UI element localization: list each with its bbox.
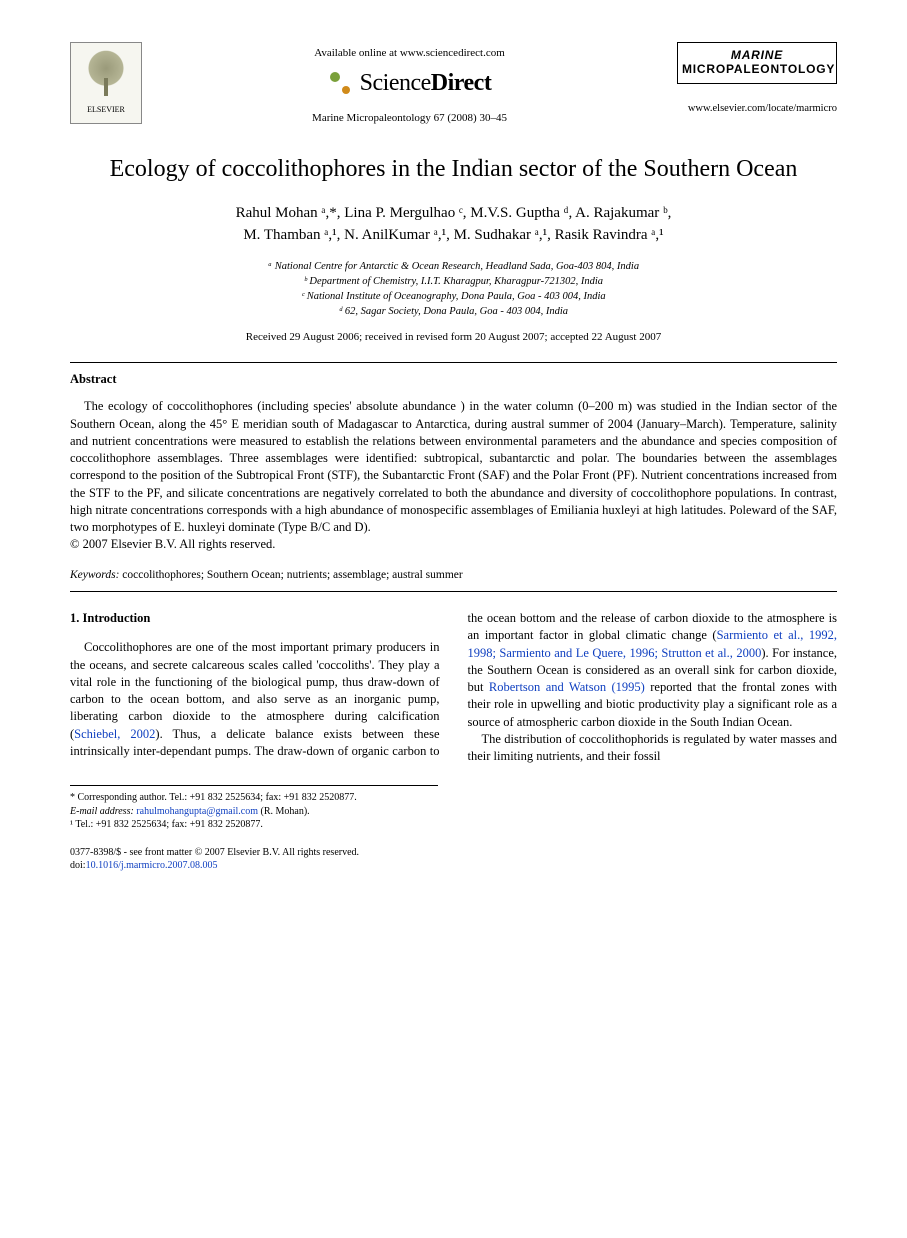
doi-line: doi:10.1016/j.marmicro.2007.08.005 [70,859,837,873]
sciencedirect-swirl-icon [328,70,354,96]
journal-brand-line2: MICROPALEONTOLOGY [682,63,832,77]
sciencedirect-wordmark: ScienceDirect [360,67,492,99]
elsevier-logo: ELSEVIER [70,42,142,124]
doi-label: doi: [70,860,86,871]
header-center: Available online at www.sciencedirect.co… [142,42,677,126]
rule-below-keywords [70,591,837,592]
affiliation-d: ᵈ 62, Sagar Society, Dona Paula, Goa - 4… [70,304,837,319]
article-body: 1. Introduction Coccolithophores are one… [70,610,837,765]
affiliation-a: ᵃ National Centre for Antarctic & Ocean … [70,259,837,274]
abstract-heading: Abstract [70,371,837,388]
journal-reference: Marine Micropaleontology 67 (2008) 30–45 [142,111,677,126]
author-list: Rahul Mohan ᵃ,*, Lina P. Mergulhao ᶜ, M.… [70,203,837,247]
affiliation-c: ᶜ National Institute of Oceanography, Do… [70,289,837,304]
affiliation-b: ᵇ Department of Chemistry, I.I.T. Kharag… [70,274,837,289]
sd-word-1: Science [360,70,431,96]
abstract-body: The ecology of coccolithophores (includi… [70,398,837,553]
journal-brand-box: MARINE MICROPALEONTOLOGY [677,42,837,84]
sd-word-2: Direct [431,70,492,96]
elsevier-tree-icon [80,50,132,102]
keywords-text: coccolithophores; Southern Ocean; nutrie… [122,569,462,581]
citation-robertson-watson-1995[interactable]: Robertson and Watson (1995) [489,680,645,694]
abstract-text: The ecology of coccolithophores (includi… [70,398,837,536]
affiliations: ᵃ National Centre for Antarctic & Ocean … [70,259,837,320]
keywords-line: Keywords: coccolithophores; Southern Oce… [70,568,837,584]
paragraph-2: The distribution of coccolithophorids is… [468,731,838,766]
publisher-name: ELSEVIER [87,105,125,116]
corresponding-author: * Corresponding author. Tel.: +91 832 25… [70,791,438,805]
email-owner: (R. Mohan). [260,806,309,817]
article-dates: Received 29 August 2006; received in rev… [70,330,837,345]
para1-part-a: Coccolithophores are one of the most imp… [70,640,440,740]
doi-link[interactable]: 10.1016/j.marmicro.2007.08.005 [86,860,218,871]
journal-locator-url: www.elsevier.com/locate/marmicro [677,102,837,116]
section-1-heading: 1. Introduction [70,610,440,627]
header-right: MARINE MICROPALEONTOLOGY www.elsevier.co… [677,42,837,116]
issn-line: 0377-8398/$ - see front matter © 2007 El… [70,846,837,860]
authors-line2: M. Thamban ᵃ,¹, N. AnilKumar ᵃ,¹, M. Sud… [243,227,663,243]
journal-brand-line1: MARINE [682,49,832,63]
abstract-copyright: © 2007 Elsevier B.V. All rights reserved… [70,537,275,551]
keywords-label: Keywords: [70,569,119,581]
authors-line1: Rahul Mohan ᵃ,*, Lina P. Mergulhao ᶜ, M.… [236,205,672,221]
footnotes: * Corresponding author. Tel.: +91 832 25… [70,785,438,832]
author-email[interactable]: rahulmohangupta@gmail.com [136,806,258,817]
citation-schiebel-2002[interactable]: Schiebel, 2002 [74,727,155,741]
footer-metadata: 0377-8398/$ - see front matter © 2007 El… [70,846,837,873]
rule-above-abstract [70,362,837,363]
email-label: E-mail address: [70,806,134,817]
sciencedirect-logo: ScienceDirect [328,67,492,99]
page-header: ELSEVIER Available online at www.science… [70,42,837,126]
email-line: E-mail address: rahulmohangupta@gmail.co… [70,805,438,819]
article-title: Ecology of coccolithophores in the India… [70,154,837,185]
footnote-1: ¹ Tel.: +91 832 2525634; fax: +91 832 25… [70,818,438,832]
available-online-line: Available online at www.sciencedirect.co… [142,46,677,61]
